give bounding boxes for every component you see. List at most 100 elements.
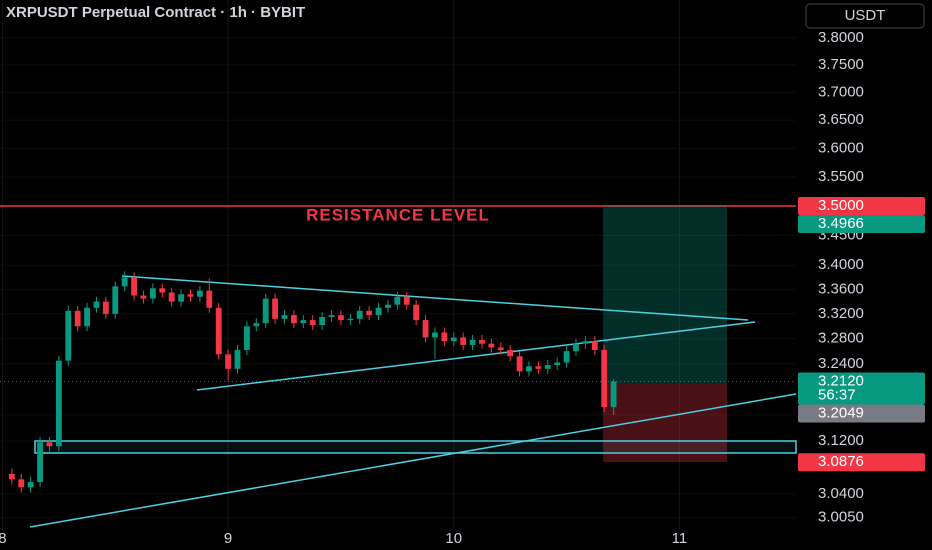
candles <box>8 271 617 493</box>
y-tick-label: 3.7000 <box>818 83 864 100</box>
candle-body <box>8 473 15 480</box>
candle-body <box>253 323 260 327</box>
y-tick-label: 3.0400 <box>818 485 864 502</box>
candle-body <box>84 307 90 327</box>
x-tick-label: 8 <box>0 530 7 547</box>
candle-body <box>309 320 316 326</box>
candle-body <box>338 315 344 321</box>
y-tick-label: 3.6500 <box>818 111 864 128</box>
candle-body <box>347 318 354 321</box>
candle-body <box>55 360 62 447</box>
candle-body <box>225 354 232 369</box>
y-tick-label: 3.6000 <box>818 139 864 156</box>
candle-body <box>272 298 279 319</box>
y-tick-label: 3.3600 <box>818 280 864 297</box>
price-label: 3.2049 <box>818 404 864 421</box>
y-tick-label: 3.2400 <box>818 355 864 372</box>
candle-body <box>215 307 222 355</box>
price-label-box <box>798 196 925 215</box>
profit-zone[interactable] <box>603 205 727 384</box>
lower-trendline[interactable] <box>196 321 756 391</box>
candle-body <box>319 316 326 326</box>
y-tick-label: 3.1200 <box>818 432 864 449</box>
candle-body <box>27 481 34 488</box>
price-label: 3.4966 <box>818 215 864 232</box>
price-label-box <box>798 214 925 233</box>
candle-body <box>291 315 297 324</box>
candle-body <box>507 349 514 357</box>
candle-body <box>196 290 203 297</box>
upper-trendline[interactable] <box>121 275 749 321</box>
candle-body <box>573 343 579 352</box>
y-tick-label: 3.2800 <box>818 330 864 347</box>
candle-body <box>93 301 100 308</box>
y-tick-label: 3.8000 <box>818 29 864 46</box>
candle-body <box>74 310 81 327</box>
candle-body <box>18 479 25 488</box>
candle-body <box>356 310 363 319</box>
candle-body <box>441 332 448 342</box>
candle-body <box>554 362 561 366</box>
candle-body <box>488 343 495 348</box>
candle-body <box>121 277 128 287</box>
candle-body <box>535 366 542 369</box>
currency-label[interactable]: USDT <box>845 7 886 24</box>
candle-body <box>187 294 194 297</box>
candle-body <box>479 339 485 344</box>
support-trendline[interactable] <box>29 393 797 528</box>
candle-body <box>450 337 457 342</box>
candle-body <box>234 349 241 369</box>
candle-body <box>65 310 72 361</box>
candle-body <box>37 442 43 482</box>
candle-body <box>159 288 166 293</box>
candle-body <box>140 295 147 299</box>
candle-body <box>243 326 250 350</box>
candle-body <box>262 298 269 324</box>
candle-body <box>413 304 420 321</box>
candle-body <box>281 315 288 319</box>
candle-body <box>422 320 429 338</box>
price-label: 3.0876 <box>818 453 864 470</box>
x-tick-label: 9 <box>224 530 232 547</box>
currency-button[interactable] <box>805 3 925 29</box>
y-tick-label: 3.0050 <box>818 509 864 526</box>
y-tick-label: 3.5500 <box>818 168 864 185</box>
x-tick-label: 10 <box>445 530 462 547</box>
candle-body <box>131 277 137 296</box>
candle-body <box>497 347 504 350</box>
candle-body <box>526 366 532 372</box>
candle-body <box>300 320 307 324</box>
candle-body <box>610 381 617 408</box>
candle-body <box>328 315 335 317</box>
price-label-box <box>798 372 925 405</box>
candle-body <box>112 286 119 314</box>
candle-body <box>601 349 608 408</box>
candle-body <box>563 351 570 363</box>
candle-body <box>403 296 410 305</box>
candle-body <box>544 365 551 369</box>
candle-body <box>168 292 175 302</box>
y-tick-label: 3.7500 <box>818 56 864 73</box>
loss-zone[interactable] <box>603 384 727 462</box>
y-tick-label: 3.4000 <box>818 256 864 273</box>
candle-body <box>582 341 589 344</box>
candle-body <box>178 294 185 302</box>
candle-body <box>375 307 382 316</box>
candle-body <box>591 341 598 350</box>
candle-body <box>516 356 523 372</box>
y-tick-label: 3.3200 <box>818 305 864 322</box>
candle-body <box>46 442 53 447</box>
candle-body <box>394 296 401 305</box>
support-box[interactable] <box>34 440 797 454</box>
price-label: 3.2120 <box>818 372 864 389</box>
candle-body <box>460 337 467 345</box>
chart-title: XRPUSDT Perpetual Contract · 1h · BYBIT <box>6 4 305 21</box>
candle-body <box>469 339 476 345</box>
price-label: 3.5000 <box>818 197 864 214</box>
candle-body <box>366 310 373 316</box>
price-label-box <box>798 453 925 472</box>
candle-body <box>149 288 156 299</box>
candle-body <box>432 332 438 338</box>
